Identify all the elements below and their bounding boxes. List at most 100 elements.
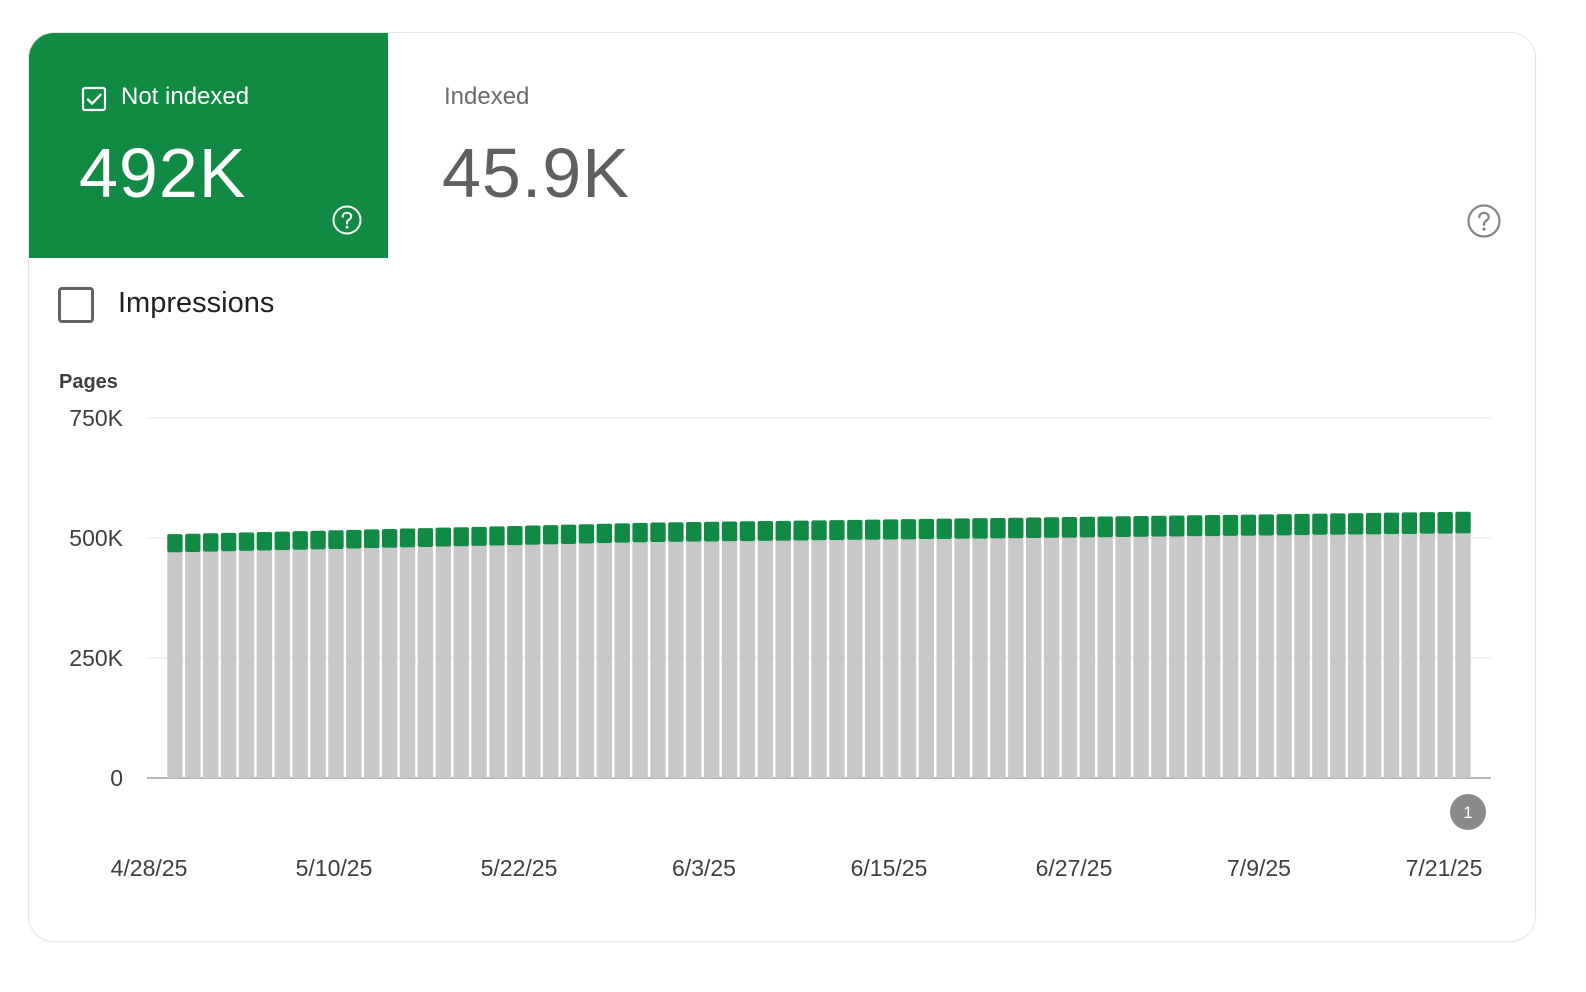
bar-not-indexed[interactable] [1097, 537, 1113, 778]
bar-not-indexed[interactable] [1133, 536, 1149, 778]
bar-not-indexed[interactable] [900, 539, 917, 778]
bar-indexed[interactable] [1383, 512, 1400, 535]
bar-not-indexed[interactable] [1437, 533, 1453, 778]
bar-not-indexed[interactable] [328, 548, 344, 778]
bar-not-indexed[interactable] [1079, 537, 1096, 778]
bar-indexed[interactable] [864, 519, 881, 540]
bar-indexed[interactable] [1025, 517, 1042, 538]
bar-not-indexed[interactable] [1401, 533, 1418, 778]
bar-not-indexed[interactable] [972, 538, 988, 778]
bar-indexed[interactable] [721, 521, 738, 542]
bar-indexed[interactable] [292, 531, 308, 550]
bar-not-indexed[interactable] [1455, 533, 1471, 778]
bar-not-indexed[interactable] [1383, 534, 1400, 778]
bar-not-indexed[interactable] [310, 549, 326, 778]
bar-not-indexed[interactable] [1276, 535, 1292, 778]
bar-not-indexed[interactable] [346, 548, 362, 778]
bar-not-indexed[interactable] [775, 540, 791, 778]
bar-not-indexed[interactable] [847, 539, 863, 778]
bar-indexed[interactable] [1258, 514, 1274, 536]
bar-indexed[interactable] [1133, 516, 1149, 537]
help-circle-icon[interactable] [331, 204, 363, 236]
bar-not-indexed[interactable] [1365, 534, 1382, 778]
bar-indexed[interactable] [1222, 514, 1239, 536]
bar-indexed[interactable] [328, 530, 344, 549]
bar-indexed[interactable] [346, 529, 362, 549]
bar-indexed[interactable] [507, 525, 523, 546]
bar-not-indexed[interactable] [1061, 537, 1078, 778]
bar-not-indexed[interactable] [721, 541, 738, 778]
bar-indexed[interactable] [560, 524, 577, 544]
bar-not-indexed[interactable] [542, 544, 559, 778]
bar-not-indexed[interactable] [1312, 534, 1328, 778]
bar-indexed[interactable] [1401, 512, 1418, 534]
bar-not-indexed[interactable] [417, 547, 434, 778]
bar-not-indexed[interactable] [1025, 538, 1042, 778]
bar-not-indexed[interactable] [882, 539, 899, 778]
bar-indexed[interactable] [954, 518, 970, 539]
bar-indexed[interactable] [167, 534, 183, 553]
bar-not-indexed[interactable] [1348, 534, 1364, 778]
bar-not-indexed[interactable] [614, 542, 630, 778]
bar-not-indexed[interactable] [292, 549, 308, 778]
bar-indexed[interactable] [686, 522, 702, 542]
bar-indexed[interactable] [1240, 514, 1257, 536]
bar-not-indexed[interactable] [1115, 537, 1131, 778]
bar-indexed[interactable] [1097, 516, 1113, 538]
bar-not-indexed[interactable] [1008, 538, 1024, 778]
help-circle-icon[interactable] [1466, 203, 1502, 239]
bar-not-indexed[interactable] [471, 545, 487, 778]
bar-not-indexed[interactable] [399, 547, 416, 778]
bar-indexed[interactable] [614, 523, 630, 543]
bar-not-indexed[interactable] [793, 540, 809, 779]
bar-indexed[interactable] [1204, 515, 1221, 537]
bar-indexed[interactable] [757, 521, 774, 541]
bar-indexed[interactable] [417, 528, 434, 548]
bar-indexed[interactable] [435, 527, 451, 547]
bar-not-indexed[interactable] [525, 544, 541, 778]
bar-not-indexed[interactable] [1294, 535, 1310, 778]
annotation-marker-icon[interactable]: 1 [1450, 794, 1486, 830]
bar-indexed[interactable] [918, 518, 935, 540]
bar-indexed[interactable] [793, 520, 809, 541]
bar-not-indexed[interactable] [936, 538, 952, 778]
bar-not-indexed[interactable] [757, 540, 774, 778]
bar-indexed[interactable] [1169, 515, 1185, 537]
bar-not-indexed[interactable] [1240, 535, 1257, 778]
bar-indexed[interactable] [542, 525, 559, 545]
bar-indexed[interactable] [1151, 515, 1167, 537]
bar-not-indexed[interactable] [864, 539, 881, 778]
bar-not-indexed[interactable] [1169, 536, 1185, 778]
bar-indexed[interactable] [1419, 512, 1435, 534]
bar-not-indexed[interactable] [650, 542, 666, 778]
bar-indexed[interactable] [525, 525, 541, 545]
bar-indexed[interactable] [1348, 513, 1364, 535]
bar-indexed[interactable] [1276, 514, 1292, 536]
bar-indexed[interactable] [1187, 515, 1203, 537]
bar-not-indexed[interactable] [435, 546, 451, 778]
bar-indexed[interactable] [596, 523, 613, 544]
bar-not-indexed[interactable] [1419, 533, 1435, 778]
bar-indexed[interactable] [739, 521, 756, 542]
bar-indexed[interactable] [829, 520, 845, 541]
bar-not-indexed[interactable] [596, 543, 613, 778]
bar-not-indexed[interactable] [829, 540, 845, 778]
bar-not-indexed[interactable] [811, 540, 827, 778]
bar-indexed[interactable] [203, 533, 219, 552]
bar-not-indexed[interactable] [1222, 535, 1239, 778]
bar-indexed[interactable] [882, 519, 899, 540]
bar-indexed[interactable] [310, 530, 326, 550]
bar-not-indexed[interactable] [1204, 536, 1221, 778]
bar-not-indexed[interactable] [364, 548, 380, 778]
bar-not-indexed[interactable] [739, 541, 756, 778]
bar-indexed[interactable] [775, 520, 791, 541]
bar-indexed[interactable] [847, 519, 863, 540]
bar-not-indexed[interactable] [954, 538, 970, 778]
bar-indexed[interactable] [1008, 517, 1024, 539]
bar-not-indexed[interactable] [507, 545, 523, 778]
bar-not-indexed[interactable] [686, 541, 702, 778]
bar-indexed[interactable] [1437, 511, 1453, 534]
bar-not-indexed[interactable] [381, 547, 398, 778]
bar-indexed[interactable] [381, 528, 398, 548]
bar-indexed[interactable] [471, 526, 487, 546]
